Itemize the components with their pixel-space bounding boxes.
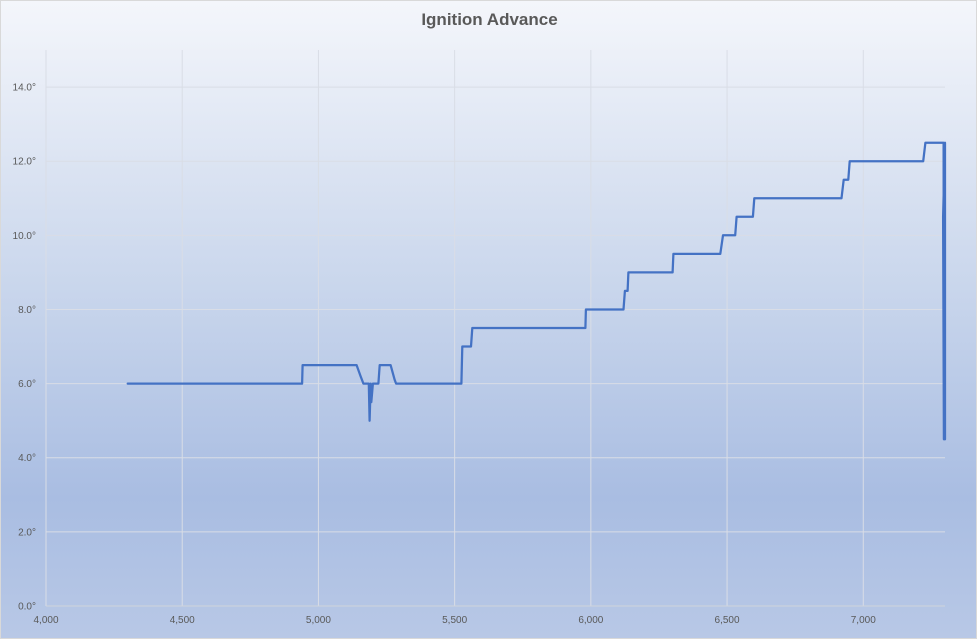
y-tick-label: 6.0° bbox=[18, 379, 36, 390]
x-tick-label: 6,500 bbox=[715, 615, 740, 626]
y-tick-label: 14.0° bbox=[13, 83, 36, 94]
x-tick-label: 6,000 bbox=[578, 615, 603, 626]
y-tick-label: 4.0° bbox=[18, 453, 36, 464]
y-tick-label: 10.0° bbox=[13, 231, 36, 242]
y-tick-label: 12.0° bbox=[13, 157, 36, 168]
y-tick-label: 8.0° bbox=[18, 305, 36, 316]
x-tick-label: 7,000 bbox=[851, 615, 876, 626]
x-tick-label: 4,000 bbox=[33, 615, 58, 626]
x-tick-label: 5,000 bbox=[306, 615, 331, 626]
y-tick-label: 0.0° bbox=[18, 602, 36, 613]
x-tick-label: 5,500 bbox=[442, 615, 467, 626]
chart-title: Ignition Advance bbox=[421, 10, 558, 29]
y-tick-label: 2.0° bbox=[18, 527, 36, 538]
x-tick-label: 4,500 bbox=[170, 615, 195, 626]
series-line bbox=[126, 141, 947, 441]
